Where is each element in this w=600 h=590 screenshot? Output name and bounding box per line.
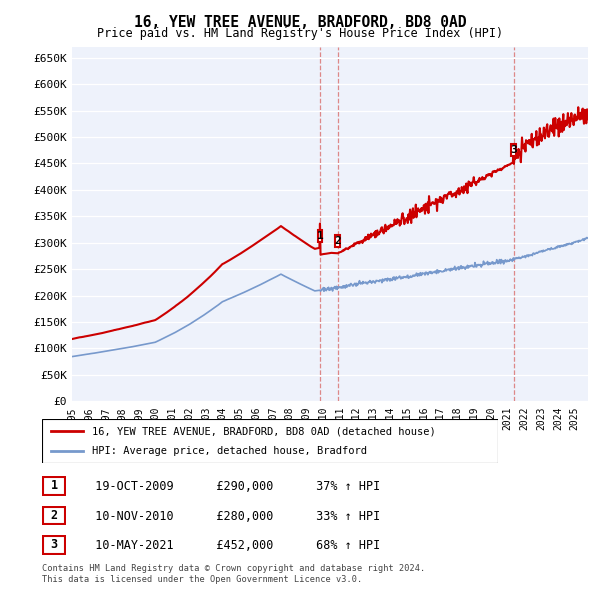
FancyBboxPatch shape	[335, 235, 340, 247]
Text: HPI: Average price, detached house, Bradford: HPI: Average price, detached house, Brad…	[92, 446, 367, 455]
Text: 16, YEW TREE AVENUE, BRADFORD, BD8 0AD (detached house): 16, YEW TREE AVENUE, BRADFORD, BD8 0AD (…	[92, 427, 436, 436]
Text: 2: 2	[334, 236, 341, 246]
Text: 19-OCT-2009      £290,000      37% ↑ HPI: 19-OCT-2009 £290,000 37% ↑ HPI	[81, 480, 380, 493]
Text: 10-NOV-2010      £280,000      33% ↑ HPI: 10-NOV-2010 £280,000 33% ↑ HPI	[81, 510, 380, 523]
Text: 1: 1	[317, 231, 323, 241]
Text: 16, YEW TREE AVENUE, BRADFORD, BD8 0AD: 16, YEW TREE AVENUE, BRADFORD, BD8 0AD	[134, 15, 466, 30]
Text: Price paid vs. HM Land Registry's House Price Index (HPI): Price paid vs. HM Land Registry's House …	[97, 27, 503, 40]
Text: 1: 1	[50, 479, 58, 493]
FancyBboxPatch shape	[317, 230, 322, 242]
Text: Contains HM Land Registry data © Crown copyright and database right 2024.: Contains HM Land Registry data © Crown c…	[42, 565, 425, 573]
Text: This data is licensed under the Open Government Licence v3.0.: This data is licensed under the Open Gov…	[42, 575, 362, 584]
Text: 3: 3	[50, 538, 58, 552]
FancyBboxPatch shape	[511, 145, 516, 156]
Text: 3: 3	[510, 145, 517, 155]
Text: 10-MAY-2021      £452,000      68% ↑ HPI: 10-MAY-2021 £452,000 68% ↑ HPI	[81, 539, 380, 552]
Text: 2: 2	[50, 509, 58, 522]
